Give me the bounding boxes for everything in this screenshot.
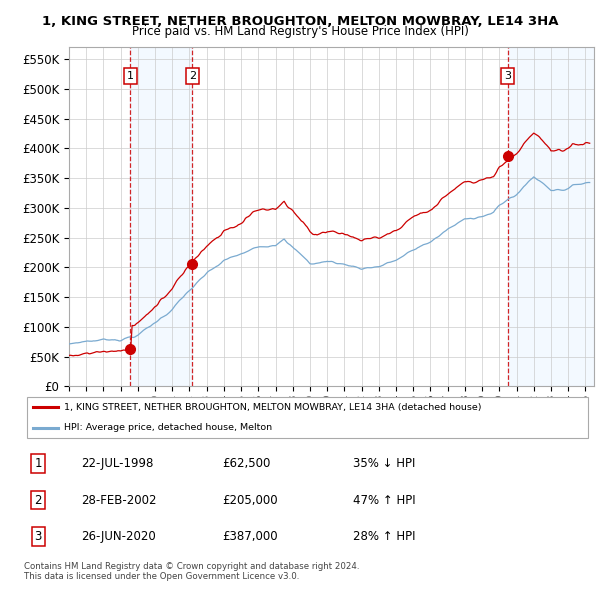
Bar: [508, 47, 594, 386]
Text: 22-JUL-1998: 22-JUL-1998: [80, 457, 153, 470]
Text: £205,000: £205,000: [223, 493, 278, 507]
Text: 47% ↑ HPI: 47% ↑ HPI: [353, 493, 415, 507]
Text: 3: 3: [505, 71, 511, 81]
Text: £62,500: £62,500: [223, 457, 271, 470]
Text: Price paid vs. HM Land Registry's House Price Index (HPI): Price paid vs. HM Land Registry's House …: [131, 25, 469, 38]
Text: 1, KING STREET, NETHER BROUGHTON, MELTON MOWBRAY, LE14 3HA (detached house): 1, KING STREET, NETHER BROUGHTON, MELTON…: [64, 403, 481, 412]
Text: 3: 3: [34, 530, 42, 543]
Text: Contains HM Land Registry data © Crown copyright and database right 2024.: Contains HM Land Registry data © Crown c…: [24, 562, 359, 571]
Text: 1, KING STREET, NETHER BROUGHTON, MELTON MOWBRAY, LE14 3HA: 1, KING STREET, NETHER BROUGHTON, MELTON…: [42, 15, 558, 28]
Text: 26-JUN-2020: 26-JUN-2020: [80, 530, 155, 543]
Text: HPI: Average price, detached house, Melton: HPI: Average price, detached house, Melt…: [64, 423, 272, 432]
Bar: [130, 47, 192, 386]
Text: 28-FEB-2002: 28-FEB-2002: [80, 493, 156, 507]
Text: 35% ↓ HPI: 35% ↓ HPI: [353, 457, 415, 470]
Text: 28% ↑ HPI: 28% ↑ HPI: [353, 530, 415, 543]
Text: 2: 2: [34, 493, 42, 507]
Text: 1: 1: [127, 71, 134, 81]
Text: This data is licensed under the Open Government Licence v3.0.: This data is licensed under the Open Gov…: [24, 572, 299, 581]
Text: 1: 1: [34, 457, 42, 470]
FancyBboxPatch shape: [27, 397, 588, 438]
Text: £387,000: £387,000: [223, 530, 278, 543]
Text: 2: 2: [189, 71, 196, 81]
